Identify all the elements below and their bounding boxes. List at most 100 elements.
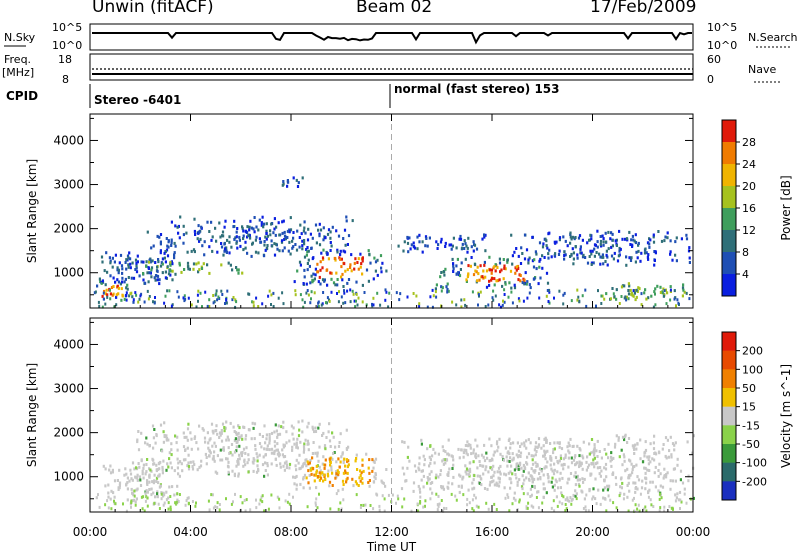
power-echo-cell <box>596 245 599 249</box>
power-echo-cell <box>615 297 618 301</box>
velocity-echo-cell <box>505 455 508 459</box>
velocity-echo-cell <box>231 453 234 457</box>
power-scatter-cell <box>337 300 340 304</box>
power-echo-cell <box>239 244 242 248</box>
velocity-echo-cell <box>626 441 629 444</box>
velocity-echo-cell <box>687 479 690 483</box>
velocity-echo-cell <box>165 437 169 440</box>
power-echo-cell <box>535 252 538 256</box>
power-colorbar-title: Power [dB] <box>779 175 793 240</box>
velocity-echo-cell <box>328 439 332 443</box>
velocity-echo-cell <box>243 458 246 462</box>
velocity-echo-cell <box>534 461 537 465</box>
power-echo-cell <box>558 238 561 242</box>
power-echo-cell <box>499 270 502 274</box>
velocity-scatter-cell <box>550 506 553 510</box>
velocity-echo-cell <box>486 487 489 491</box>
velocity-echo-cell <box>136 487 139 491</box>
nsky-lo: 10^0 <box>52 39 82 52</box>
velocity-echo-cell <box>515 467 518 471</box>
power-echo-cell <box>121 271 124 275</box>
power-colorbar-label: 4 <box>742 268 749 281</box>
velocity-echo-cell <box>190 447 193 451</box>
velocity-echo-cell <box>653 452 656 455</box>
velocity-colorbar-frame <box>721 331 737 501</box>
velocity-echo-cell <box>321 434 324 437</box>
power-echo-cell <box>610 245 613 249</box>
power-echo-cell <box>599 255 602 259</box>
velocity-echo-cell <box>331 471 334 475</box>
velocity-echo-cell <box>476 466 479 470</box>
power-echo-cell <box>126 258 129 262</box>
velocity-scatter-cell <box>163 501 166 505</box>
velocity-echo-cell <box>493 470 496 474</box>
velocity-echo-cell <box>327 474 330 478</box>
velocity-echo-cell <box>288 439 291 443</box>
power-echo-cell <box>194 233 197 236</box>
velocity-echo-cell <box>128 479 131 483</box>
velocity-echo-cell <box>679 469 683 473</box>
velocity-echo-cell <box>367 466 370 470</box>
power-echo-cell <box>345 215 348 219</box>
power-echo-cell <box>461 246 464 250</box>
velocity-echo-cell <box>208 448 211 452</box>
velocity-echo-cell <box>306 460 309 464</box>
power-echo-cell <box>528 256 531 260</box>
power-echo-cell <box>202 262 205 266</box>
power-echo-cell <box>451 257 454 261</box>
power-echo-cell <box>531 235 534 239</box>
power-echo-cell <box>230 245 233 249</box>
power-echo-cell <box>247 234 250 238</box>
velocity-echo-cell <box>485 451 488 455</box>
power-echo-cell <box>166 254 170 258</box>
velocity-echo-cell <box>146 479 149 483</box>
velocity-echo-cell <box>462 455 465 459</box>
power-echo-cell <box>452 262 455 266</box>
power-echo-cell <box>571 235 575 239</box>
power-echo-cell <box>490 271 493 275</box>
power-echo-cell <box>625 295 628 299</box>
velocity-echo-cell <box>282 464 285 468</box>
power-echo-cell <box>223 249 226 253</box>
power-scatter-cell <box>640 303 643 307</box>
velocity-echo-cell <box>566 496 569 500</box>
power-echo-cell <box>611 244 614 248</box>
power-echo-cell <box>142 272 145 275</box>
velocity-echo-cell <box>590 438 594 441</box>
power-echo-cell <box>550 255 553 259</box>
velocity-scatter-cell <box>258 502 261 506</box>
velocity-colorbar-segment <box>722 425 736 445</box>
power-colorbar-label: 12 <box>742 224 756 237</box>
velocity-scatter-cell <box>612 501 615 505</box>
power-echo-cell <box>321 266 324 270</box>
velocity-echo-cell <box>527 452 531 456</box>
velocity-echo-cell <box>131 492 134 496</box>
velocity-echo-cell <box>329 461 332 464</box>
power-echo-cell <box>106 270 109 274</box>
velocity-echo-cell <box>125 482 128 486</box>
velocity-echo-cell <box>227 472 230 476</box>
velocity-echo-cell <box>374 472 377 475</box>
velocity-echo-cell <box>190 437 193 441</box>
velocity-echo-cell <box>428 464 431 468</box>
power-echo-cell <box>206 263 209 267</box>
velocity-echo-cell <box>345 480 348 484</box>
power-echo-cell <box>591 249 594 253</box>
velocity-echo-cell <box>158 474 161 478</box>
velocity-echo-cell <box>564 453 567 457</box>
velocity-echo-cell <box>496 449 499 453</box>
power-echo-cell <box>261 215 264 219</box>
velocity-scatter-cell <box>339 501 342 505</box>
power-echo-cell <box>198 230 201 234</box>
velocity-echo-cell <box>661 485 665 489</box>
velocity-echo-cell <box>470 452 473 456</box>
power-echo-cell <box>538 265 541 269</box>
power-echo-cell <box>318 234 321 238</box>
velocity-echo-cell <box>270 431 274 435</box>
power-echo-cell <box>418 240 421 244</box>
velocity-echo-cell <box>385 468 388 471</box>
power-echo-cell <box>403 240 406 244</box>
velocity-echo-cell <box>314 426 317 430</box>
velocity-echo-cell <box>204 452 207 456</box>
